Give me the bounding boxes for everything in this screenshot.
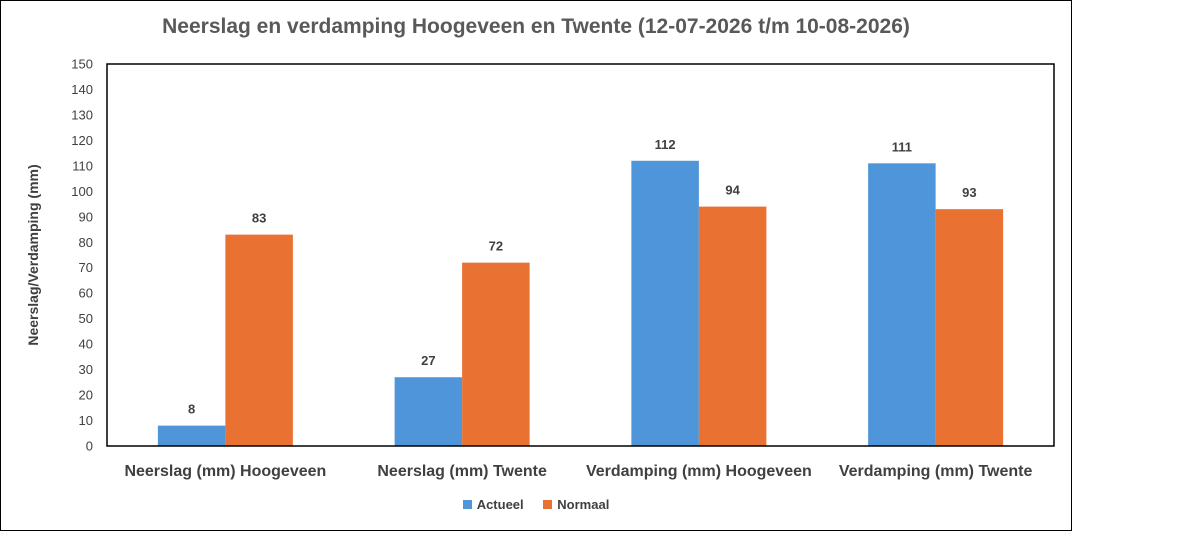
- y-tick-label: 40: [79, 337, 93, 352]
- legend-swatch-normaal: [543, 500, 553, 509]
- data-label: 83: [252, 211, 266, 226]
- y-axis-label: Neerslag/Verdamping (mm): [25, 164, 41, 346]
- data-label: 111: [892, 139, 912, 154]
- bar-normaal: [225, 234, 293, 446]
- bar-actueel: [868, 163, 936, 446]
- y-tick-label: 150: [71, 57, 93, 72]
- bar-normaal: [462, 262, 530, 446]
- chart-title: Neerslag en verdamping Hoogeveen en Twen…: [162, 15, 910, 38]
- y-tick-label: 80: [79, 235, 93, 250]
- x-category-label: Verdamping (mm) Hoogeveen: [586, 463, 812, 480]
- y-tick-label: 100: [71, 184, 93, 199]
- y-tick-label: 50: [79, 311, 93, 326]
- plot-area-border: [106, 63, 1055, 447]
- x-category-label: Verdamping (mm) Twente: [839, 463, 1033, 480]
- bar-actueel: [631, 160, 699, 447]
- y-tick-label: 110: [72, 158, 93, 173]
- data-label: 94: [725, 183, 740, 198]
- legend: Actueel Normaal: [0, 497, 1072, 512]
- bar-normaal: [698, 206, 767, 446]
- y-tick-label: 130: [71, 107, 93, 122]
- y-tick-label: 60: [79, 286, 93, 301]
- x-category-label: Neerslag (mm) Twente: [377, 463, 547, 480]
- data-label: 27: [421, 353, 435, 368]
- y-tick-label: 70: [79, 260, 93, 275]
- y-tick-label: 10: [79, 413, 93, 428]
- bar-actueel: [157, 425, 226, 446]
- y-tick-label: 30: [79, 362, 93, 377]
- data-label: 112: [655, 137, 676, 152]
- legend-item-normaal: Normaal: [543, 497, 609, 512]
- legend-label-normaal: Normaal: [557, 497, 610, 512]
- bar-normaal: [935, 209, 1004, 446]
- y-tick-label: 0: [86, 439, 93, 454]
- data-label: 93: [962, 185, 976, 200]
- y-tick-label: 20: [79, 388, 93, 403]
- x-category-label: Neerslag (mm) Hoogeveen: [124, 463, 326, 480]
- data-label: 72: [489, 239, 503, 254]
- y-tick-label: 90: [79, 209, 93, 224]
- y-tick-label: 120: [71, 133, 93, 148]
- bar-actueel: [394, 377, 463, 446]
- legend-swatch-actueel: [462, 500, 472, 509]
- data-label: 8: [188, 402, 195, 417]
- y-tick-label: 140: [71, 82, 93, 97]
- legend-item-actueel: Actueel: [462, 497, 524, 512]
- legend-label-actueel: Actueel: [476, 497, 524, 512]
